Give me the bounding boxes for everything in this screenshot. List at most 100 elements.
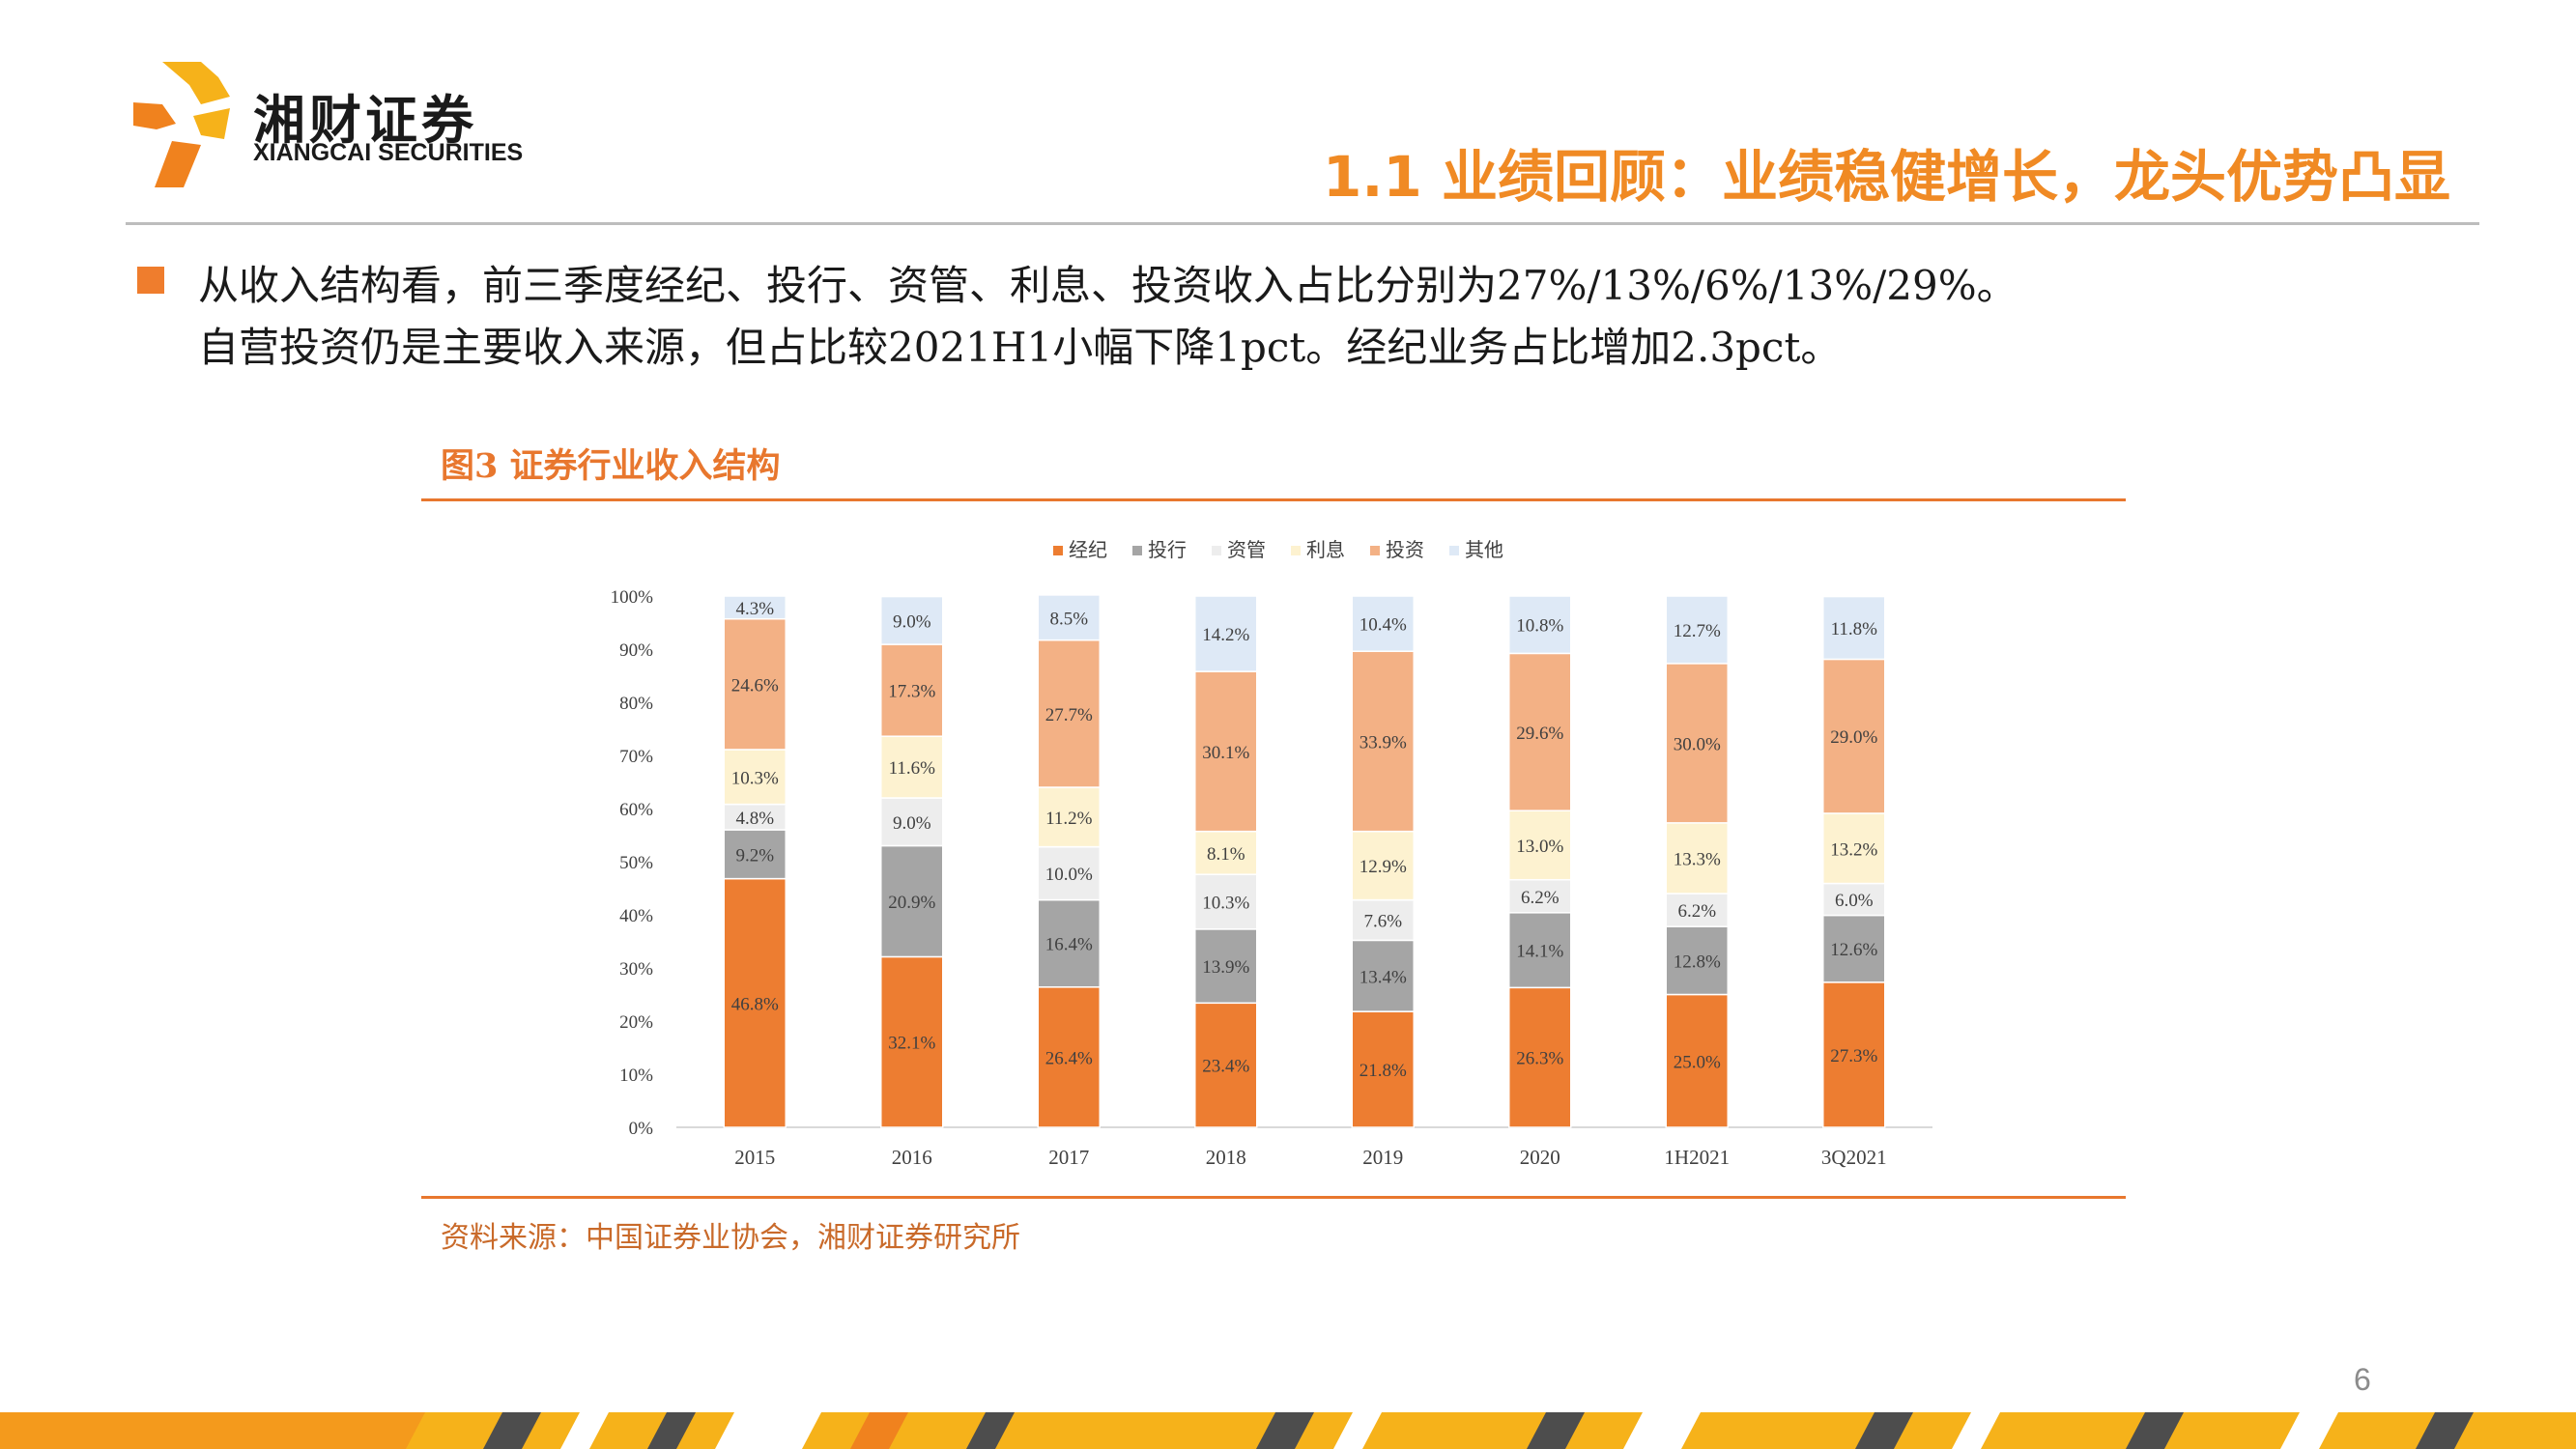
y-tick-label: 60%: [619, 800, 653, 820]
bar-segment: [1194, 873, 1258, 930]
bar-segment: [1194, 1002, 1258, 1128]
data-label: 10.4%: [1360, 615, 1407, 636]
data-label: 9.0%: [893, 611, 931, 632]
bar-segment: [1508, 652, 1572, 811]
data-label: 4.3%: [735, 599, 774, 619]
page-number: 6: [2354, 1362, 2371, 1397]
logo-mark-icon: [133, 62, 230, 187]
bar-segment: [1508, 595, 1572, 655]
data-label: 13.9%: [1202, 957, 1249, 978]
body-text-line-2: 自营投资仍是主要收入来源，但占比较2021H1小幅下降1pct。经纪业务占比增加…: [198, 324, 1842, 371]
data-label: 14.1%: [1516, 942, 1563, 962]
revenue-structure-chart: 0% 10% 20% 30% 40% 50% 60% 70% 80% 90% 100% 46.8% 9…: [611, 538, 1932, 1169]
bar-segment: [1822, 882, 1886, 917]
y-tick-label: 80%: [619, 694, 653, 714]
data-label: 7.6%: [1363, 912, 1402, 932]
bar-segment: [1037, 986, 1101, 1128]
data-label: 13.4%: [1360, 967, 1407, 987]
bar-segment: [1037, 639, 1101, 788]
data-label: 29.6%: [1516, 724, 1563, 744]
bar-segment: [880, 797, 944, 847]
data-label: 24.6%: [731, 675, 779, 696]
data-label: 12.6%: [1830, 940, 1877, 960]
bar-segment: [1508, 986, 1572, 1128]
bar-segment: [723, 877, 787, 1128]
logo-name-cn: 湘财证券: [253, 90, 477, 151]
data-label: 25.0%: [1674, 1052, 1721, 1072]
figure-bottom-rule: [421, 1196, 2126, 1199]
legend-swatch: [1212, 546, 1221, 555]
header-divider: [126, 222, 2479, 225]
data-label: 6.2%: [1677, 901, 1716, 922]
data-label: 30.0%: [1674, 734, 1721, 754]
data-label: 10.0%: [1045, 865, 1093, 885]
data-label: 14.2%: [1202, 625, 1249, 645]
y-tick-label: 100%: [611, 587, 654, 608]
y-tick-label: 90%: [619, 640, 653, 661]
data-label: 13.3%: [1674, 849, 1721, 869]
bar-segment: [1665, 893, 1729, 927]
data-label: 16.4%: [1045, 935, 1093, 955]
legend-label: 其他: [1465, 538, 1503, 561]
logo-name-en: XIANGCAI SECURITIES: [253, 139, 524, 166]
section-title: 1.1 业绩回顾：业绩稳健增长，龙头优势凸显: [1323, 144, 2450, 210]
data-label: 10.8%: [1516, 616, 1563, 637]
data-label: 13.2%: [1830, 839, 1877, 860]
x-tick-label: 2018: [1206, 1146, 1246, 1169]
data-label: 6.0%: [1835, 891, 1874, 911]
data-label: 26.3%: [1516, 1049, 1563, 1069]
bar-segment: [1351, 939, 1415, 1012]
bar-segment: [1194, 830, 1258, 875]
bar-segment: [1037, 786, 1101, 848]
x-tick-label: 2017: [1048, 1146, 1089, 1169]
bar-segment: [1194, 670, 1258, 833]
bar-segment: [1665, 993, 1729, 1128]
legend-swatch: [1370, 546, 1380, 555]
data-label: 46.8%: [731, 994, 779, 1014]
data-label: 9.0%: [893, 813, 931, 834]
data-label: 26.4%: [1045, 1048, 1093, 1068]
y-tick-label: 30%: [619, 959, 653, 980]
bar-segment: [723, 749, 787, 806]
data-label: 9.2%: [735, 845, 774, 866]
figure-source: 资料来源：中国证券业协会，湘财证券研究所: [441, 1221, 1020, 1255]
data-label: 4.8%: [735, 809, 774, 829]
data-label: 27.7%: [1045, 705, 1093, 725]
x-tick-label: 2020: [1520, 1146, 1560, 1169]
legend-swatch: [1449, 546, 1459, 555]
bar-segment: [880, 643, 944, 737]
x-tick-label: 1H2021: [1664, 1146, 1730, 1169]
bar-segment: [723, 617, 787, 751]
y-tick-label: 50%: [619, 853, 653, 873]
data-label: 17.3%: [888, 682, 935, 702]
legend-label: 投资: [1386, 538, 1424, 561]
bar-segment: [723, 829, 787, 880]
y-tick-label: 0%: [629, 1119, 654, 1139]
data-label: 27.3%: [1830, 1046, 1877, 1066]
legend-label: 经纪: [1069, 538, 1107, 561]
data-label: 11.2%: [1045, 809, 1093, 829]
bar-segment: [1037, 898, 1101, 988]
data-label: 8.5%: [1049, 609, 1088, 629]
bar-segment: [1037, 845, 1101, 901]
bar-segment: [1194, 595, 1258, 672]
x-tick-label: 2019: [1362, 1146, 1403, 1169]
body-text-line-1: 从收入结构看，前三季度经纪、投行、资管、利息、投资收入占比分别为27%/13%/…: [198, 262, 2018, 309]
figure-top-rule: [421, 498, 2126, 501]
bar-segment: [1822, 595, 1886, 661]
data-label: 23.4%: [1202, 1057, 1249, 1077]
data-label: 11.6%: [889, 758, 936, 779]
data-label: 33.9%: [1360, 732, 1407, 753]
data-label: 20.9%: [888, 893, 935, 913]
bar-segment: [1351, 1010, 1415, 1128]
y-tick-label: 40%: [619, 906, 653, 926]
data-label: 6.2%: [1521, 888, 1560, 908]
legend-swatch: [1132, 546, 1142, 555]
data-label: 8.1%: [1207, 844, 1245, 865]
data-label: 10.3%: [1202, 894, 1249, 914]
y-tick-label: 20%: [619, 1012, 653, 1033]
legend-label: 投行: [1148, 538, 1187, 561]
bar-segment: [1665, 663, 1729, 824]
bar-segment: [1822, 914, 1886, 983]
data-label: 12.7%: [1674, 621, 1721, 641]
